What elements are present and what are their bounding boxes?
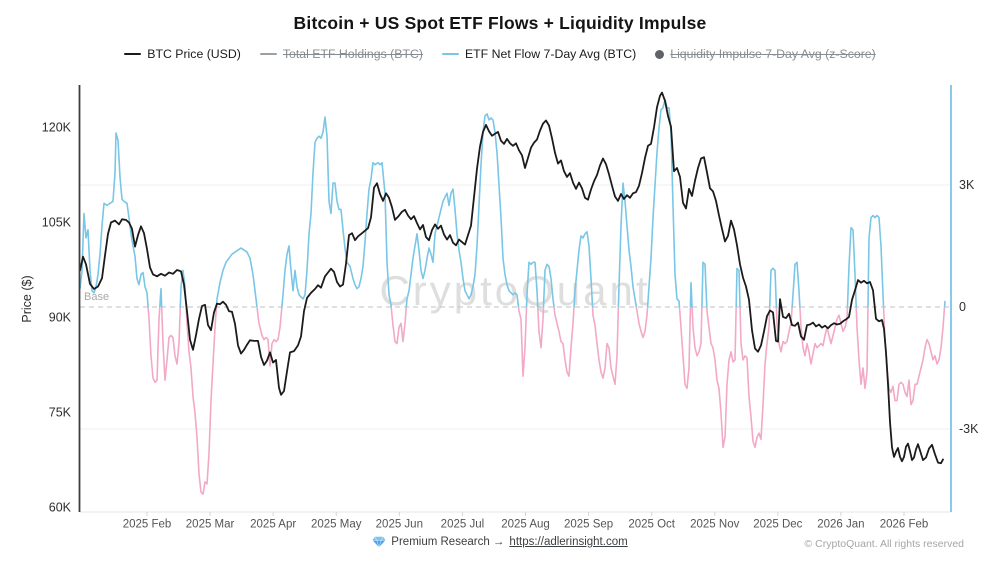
left-axis-tick-label: 105K [42,216,72,230]
x-axis-label: 2025 Sep [564,519,613,531]
x-axis-label: 2026 Feb [880,519,929,531]
line-marker-icon [124,52,142,56]
etf-netflow-line-positive [79,98,946,308]
line-marker-icon [259,52,277,56]
right-axis-tick-label: 3K [959,178,975,192]
legend-label: BTC Price (USD) [147,47,241,61]
copyright-text: © CryptoQuant. All rights reserved [804,538,964,550]
x-axis-label: 2025 Oct [628,519,675,531]
left-axis-tick-label: 120K [42,120,72,134]
legend-item-3[interactable]: Liquidity Impulse 7-Day Avg (z-Score) [655,47,876,61]
dot-marker-icon [655,49,665,59]
x-axis-label: 2025 Dec [753,519,802,531]
x-axis-label: 2025 Nov [690,519,739,531]
btc-price-line [79,91,944,465]
left-axis-tick-label: 60K [49,501,72,515]
right-axis-tick-label: 0 [959,300,966,314]
legend-label: Total ETF Holdings (BTC) [282,47,423,61]
legend-item-2[interactable]: ETF Net Flow 7-Day Avg (BTC) [441,47,637,61]
legend: BTC Price (USD) Total ETF Holdings (BTC) E… [0,47,1000,61]
legend-label: ETF Net Flow 7-Day Avg (BTC) [464,47,637,61]
x-axis-label: 2025 Feb [123,519,172,531]
legend-label: Liquidity Impulse 7-Day Avg (z-Score) [670,47,876,61]
footer-premium: Premium Research → https://adlerinsight.… [0,536,1000,548]
x-axis-label: 2025 Jul [441,519,484,531]
etf-netflow-line-negative [147,307,946,495]
diamond-icon [372,536,386,548]
x-axis-label: 2025 Jun [376,519,423,531]
x-axis-label: 2025 Aug [501,519,550,531]
x-axis-label: 2025 Mar [186,519,235,531]
x-axis-label: 2026 Jan [817,519,864,531]
x-axis-label: 2025 May [311,519,362,531]
y-axis-title: Price ($) [20,275,34,322]
line-marker-icon [441,52,459,56]
chart-title: Bitcoin + US Spot ETF Flows + Liquidity … [293,13,707,33]
premium-text: Premium Research → [391,536,505,548]
right-axis-tick-label: -3K [959,422,979,436]
left-axis-tick-label: 75K [49,406,72,420]
left-axis-tick-label: 90K [49,311,72,325]
x-axis-label: 2025 Apr [250,519,296,531]
premium-link[interactable]: https://adlerinsight.com [509,536,628,548]
legend-item-0[interactable]: BTC Price (USD) [124,47,241,61]
base-label: Base [84,291,109,303]
legend-item-1[interactable]: Total ETF Holdings (BTC) [259,47,423,61]
